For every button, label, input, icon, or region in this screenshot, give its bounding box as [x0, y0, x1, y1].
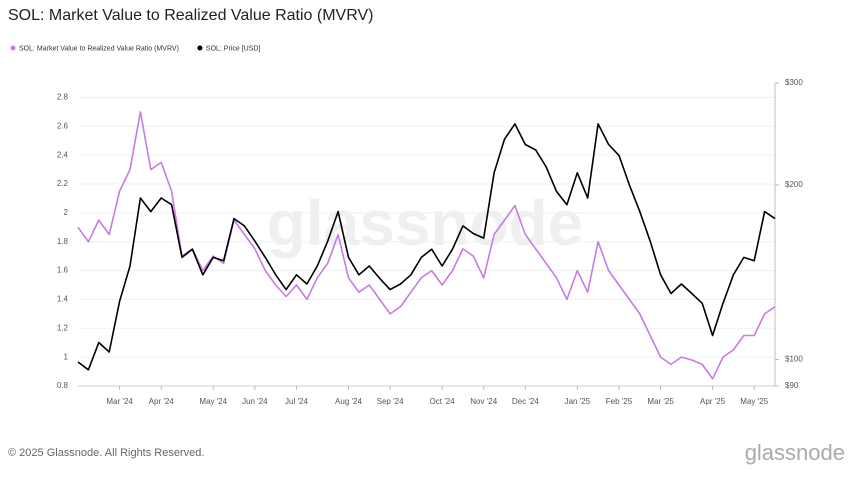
y-tick-label: 2.8: [57, 93, 69, 102]
legend-swatch: [197, 45, 203, 51]
y-tick-label: 2.2: [57, 179, 69, 188]
y2-tick-label: $90: [785, 381, 799, 390]
y-tick-label: 1.8: [57, 237, 69, 246]
series-line: [77, 123, 776, 371]
y-tick-label: 1.4: [57, 295, 69, 304]
y-tick-label: 0.8: [57, 381, 69, 390]
x-tick-label: Mar '25: [647, 397, 674, 406]
x-tick-label: May '25: [740, 397, 768, 406]
y-tick-label: 1.6: [57, 266, 69, 275]
x-tick-label: Dec '24: [512, 397, 539, 406]
chart-title: SOL: Market Value to Realized Value Rati…: [8, 7, 374, 24]
y-tick-label: 2.6: [57, 121, 69, 130]
y-tick-label: 2: [64, 208, 69, 217]
footer: © 2025 Glassnode. All Rights Reserved.: [8, 447, 204, 459]
y-tick-label: 1.2: [57, 323, 69, 332]
x-tick-label: Mar '24: [106, 397, 133, 406]
legend-label: SOL: Price [USD]: [206, 45, 261, 52]
x-tick-label: Oct '24: [430, 397, 456, 406]
legend-swatch: [10, 45, 16, 51]
x-tick-label: Apr '25: [700, 397, 726, 406]
y-tick-label: 1: [64, 352, 69, 361]
x-tick-label: Feb '25: [606, 397, 633, 406]
y2-tick-label: $200: [785, 180, 803, 189]
y-tick-label: 2.4: [57, 150, 69, 159]
legend-label: SOL: Market Value to Realized Value Rati…: [19, 45, 179, 52]
y2-tick-label: $300: [785, 78, 803, 87]
x-tick-label: Aug '24: [335, 397, 362, 406]
logo: glassnode: [745, 440, 845, 465]
x-tick-label: Sep '24: [377, 397, 404, 406]
watermark: glassnode: [267, 187, 584, 259]
x-tick-label: Nov '24: [470, 397, 497, 406]
x-tick-label: Jul '24: [285, 397, 308, 406]
y2-tick-label: $100: [785, 355, 803, 364]
x-tick-label: Jan '25: [565, 397, 591, 406]
x-tick-label: Apr '24: [149, 397, 175, 406]
x-tick-label: May '24: [199, 397, 227, 406]
x-tick-label: Jun '24: [242, 397, 268, 406]
